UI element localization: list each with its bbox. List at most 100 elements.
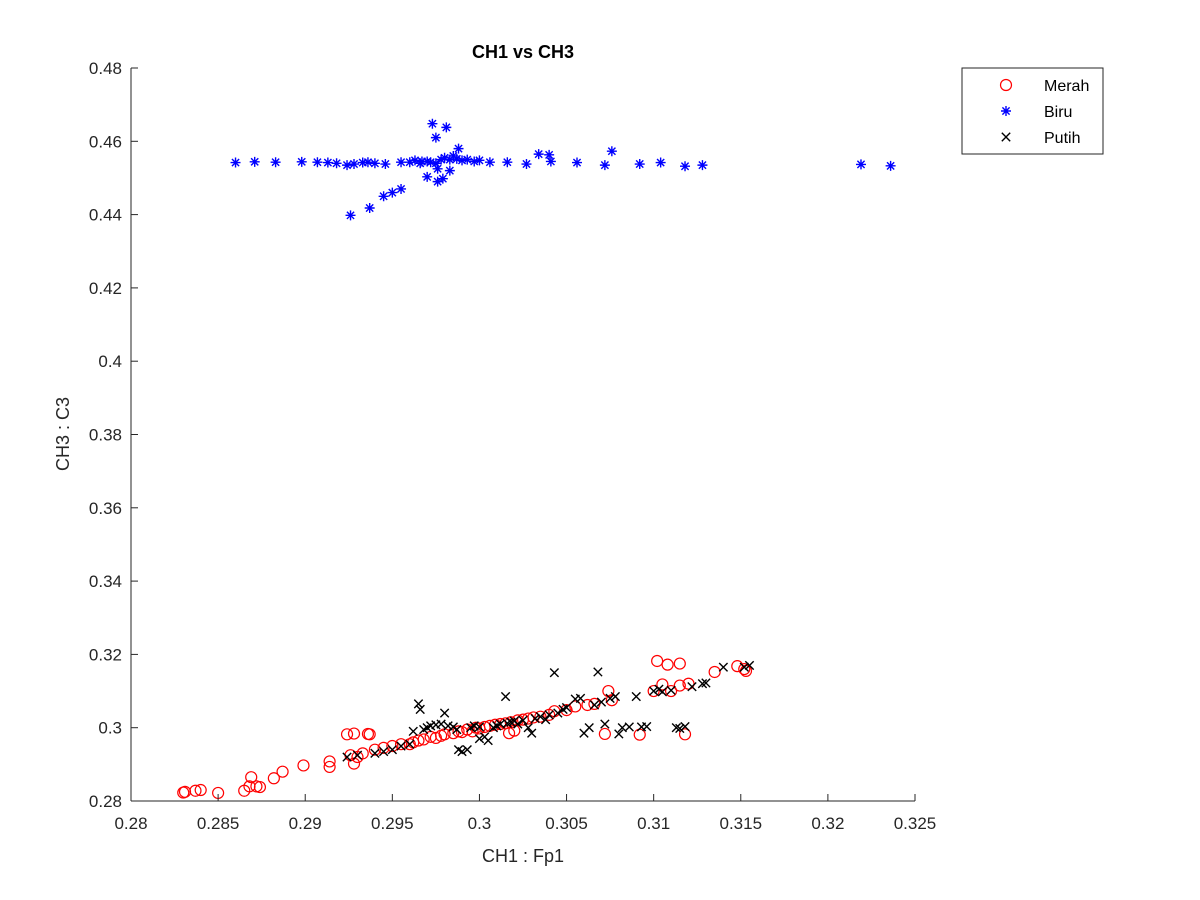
data-point-biru [655, 157, 666, 168]
y-tick-label: 0.3 [98, 719, 122, 738]
data-point-putih [513, 719, 523, 729]
series-biru [230, 118, 896, 221]
data-point-putih [561, 702, 572, 713]
data-point-biru [453, 143, 464, 154]
x-tick-label: 0.28 [114, 814, 147, 833]
data-point-putih [405, 739, 415, 749]
y-tick-label: 0.34 [89, 572, 122, 591]
data-point-merah [297, 759, 310, 772]
data-point-merah [647, 684, 660, 698]
data-point-biru [502, 157, 513, 168]
data-point-merah [678, 728, 692, 741]
data-point-putih [502, 718, 513, 728]
data-point-putih [675, 723, 685, 734]
data-point-merah [386, 739, 399, 753]
legend-marker-putih [1001, 132, 1011, 142]
data-point-putih [739, 662, 749, 672]
data-point-biru [885, 160, 896, 171]
y-tick-label: 0.28 [89, 792, 122, 811]
data-point-biru [606, 146, 617, 157]
data-point-biru [387, 187, 398, 198]
data-point-putih [474, 722, 485, 732]
data-point-putih [518, 715, 528, 726]
data-point-putih [657, 687, 668, 697]
data-point-putih [600, 719, 610, 729]
x-tick-label: 0.325 [894, 814, 937, 833]
data-point-biru [572, 157, 583, 168]
legend-item-merah: Merah [999, 78, 1089, 95]
series-merah [177, 654, 753, 800]
data-point-biru [444, 165, 455, 176]
data-point-biru [697, 160, 708, 171]
data-point-merah [363, 728, 376, 741]
data-point-biru [249, 156, 260, 167]
x-tick-label: 0.295 [371, 814, 414, 833]
data-point-merah [323, 760, 336, 774]
data-point-biru [230, 157, 241, 168]
data-point-biru [430, 132, 441, 143]
data-point-biru [634, 159, 645, 170]
y-tick-label: 0.46 [89, 132, 122, 151]
data-point-putih [648, 686, 659, 696]
data-point-merah [323, 755, 336, 768]
x-tick-label: 0.305 [545, 814, 588, 833]
y-tick-label: 0.38 [89, 426, 122, 445]
data-point-merah [633, 728, 646, 741]
data-point-biru [544, 149, 555, 160]
data-point-putih [605, 693, 615, 704]
data-point-merah [194, 783, 207, 797]
data-point-putih [396, 741, 406, 751]
data-point-merah [673, 679, 686, 692]
y-tick-label: 0.36 [89, 499, 122, 518]
data-point-putih [535, 712, 546, 722]
data-point-merah [569, 700, 582, 713]
data-point-biru [362, 157, 373, 168]
data-point-putih [718, 662, 729, 672]
data-point-merah [708, 665, 721, 679]
x-tick-label: 0.3 [468, 814, 492, 833]
data-point-putih [697, 679, 708, 689]
data-point-biru [349, 159, 360, 170]
data-point-merah [276, 765, 289, 778]
data-point-merah [522, 712, 535, 725]
data-point-biru [296, 156, 307, 167]
data-point-biru [369, 158, 380, 169]
data-point-biru [484, 157, 495, 168]
data-point-merah [356, 747, 369, 760]
legend-marker-biru [1001, 106, 1011, 116]
y-tick-label: 0.32 [89, 645, 122, 664]
data-point-biru [432, 176, 443, 187]
data-point-biru [427, 118, 438, 129]
x-tick-label: 0.32 [811, 814, 844, 833]
x-axis-label: CH1 : Fp1 [482, 846, 564, 866]
data-point-biru [521, 159, 532, 170]
data-point-biru [855, 159, 866, 170]
data-point-biru [357, 157, 368, 168]
data-point-merah [340, 728, 354, 741]
data-point-putih [439, 708, 450, 718]
data-point-putih [474, 734, 485, 744]
data-point-merah [267, 772, 280, 785]
markers-layer [177, 118, 896, 800]
legend-item-biru: Biru [1001, 104, 1072, 121]
data-point-biru [474, 155, 485, 166]
data-point-merah [245, 771, 258, 784]
y-tick-label: 0.4 [98, 352, 122, 371]
data-point-biru [422, 156, 433, 167]
legend: Merah Biru Putih [961, 67, 1104, 155]
data-point-putih [523, 723, 533, 733]
data-point-putih [680, 721, 690, 732]
legend-item-putih: Putih [1001, 130, 1080, 147]
data-point-putih [462, 744, 472, 755]
data-point-putih [530, 713, 540, 724]
data-point-merah [253, 780, 267, 794]
data-point-merah [664, 684, 678, 698]
data-point-putih [483, 735, 493, 746]
x-ticks: 0.28 0.285 0.29 0.295 0.3 0.305 0.31 0.315 0.32 0… [114, 794, 936, 833]
y-tick-label: 0.48 [89, 59, 122, 78]
data-point-biru [270, 157, 281, 168]
legend-marker-merah [999, 78, 1013, 92]
data-point-biru [599, 160, 610, 171]
